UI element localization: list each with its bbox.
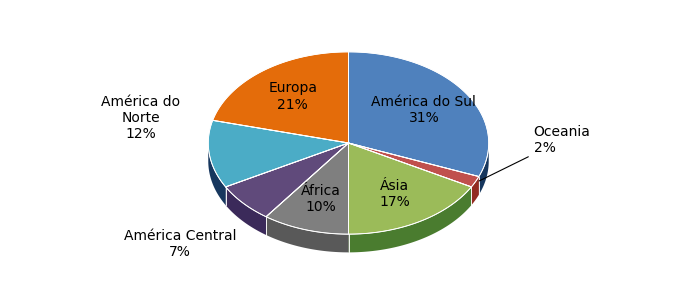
Polygon shape [479, 143, 489, 195]
Polygon shape [226, 143, 348, 217]
Polygon shape [348, 187, 471, 252]
Polygon shape [208, 143, 226, 205]
Polygon shape [348, 52, 489, 176]
Polygon shape [213, 52, 348, 143]
Text: América do
Norte
12%: América do Norte 12% [101, 95, 181, 141]
Text: América Central
7%: América Central 7% [124, 229, 236, 259]
Text: América do Sul
31%: América do Sul 31% [372, 95, 476, 125]
Text: África
10%: África 10% [300, 184, 340, 214]
Polygon shape [226, 187, 266, 235]
Text: Oceania
2%: Oceania 2% [479, 125, 590, 181]
Polygon shape [348, 143, 479, 187]
Polygon shape [208, 120, 348, 187]
Polygon shape [266, 143, 348, 234]
Polygon shape [471, 176, 479, 205]
Polygon shape [266, 217, 348, 252]
Polygon shape [348, 143, 471, 234]
Text: Ásia
17%: Ásia 17% [380, 178, 411, 209]
Text: Europa
21%: Europa 21% [268, 81, 317, 112]
